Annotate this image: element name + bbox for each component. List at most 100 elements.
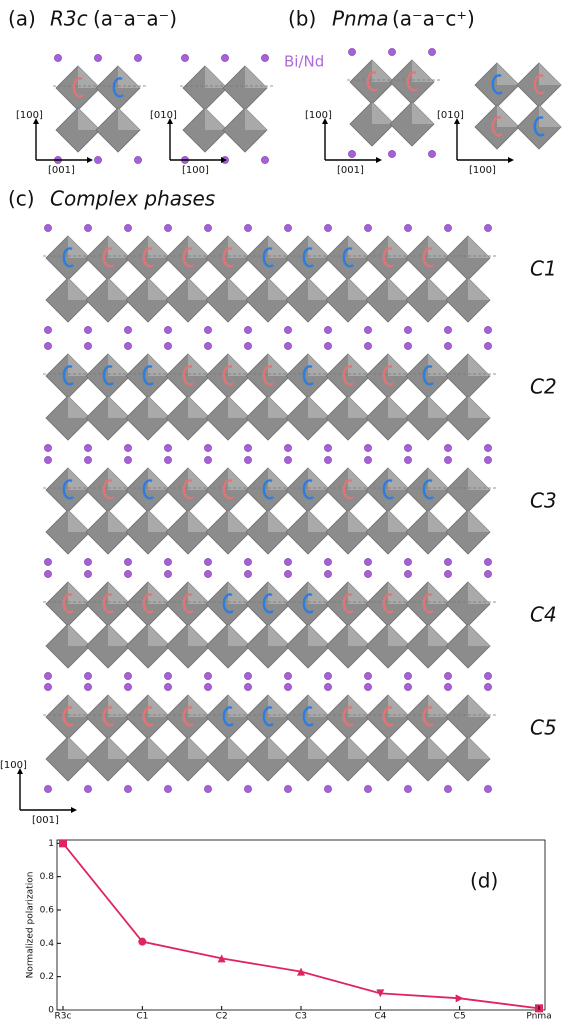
atom xyxy=(364,558,372,566)
rotation-arrow xyxy=(142,365,154,386)
arrow-head xyxy=(33,118,93,163)
space-group: Pnma xyxy=(332,7,388,31)
axis-label: [001] xyxy=(32,815,59,826)
rotation-arrow xyxy=(382,247,394,268)
atom xyxy=(484,672,492,680)
octahedron-face xyxy=(428,624,450,646)
rotation-arrow xyxy=(302,247,314,268)
rotation-arrow xyxy=(222,365,234,386)
rotation-arrow xyxy=(382,593,394,614)
octahedron-face xyxy=(348,236,370,258)
rotation-arrow xyxy=(182,247,194,268)
atom xyxy=(404,326,412,334)
atom xyxy=(444,326,452,334)
atom xyxy=(124,456,132,464)
atom xyxy=(54,54,62,62)
atom xyxy=(348,48,356,56)
atom xyxy=(84,785,92,793)
octahedron-face xyxy=(268,396,290,418)
rotation-arrow xyxy=(182,706,194,727)
atom xyxy=(444,558,452,566)
octahedron-face xyxy=(108,278,130,300)
space-group: R3c xyxy=(50,7,88,31)
octahedron-face xyxy=(348,624,370,646)
atom xyxy=(324,558,332,566)
atom xyxy=(84,558,92,566)
marker xyxy=(297,967,305,976)
octahedron-face xyxy=(268,624,290,646)
atom xyxy=(404,672,412,680)
atom xyxy=(364,672,372,680)
atom xyxy=(404,456,412,464)
rotation-arrow xyxy=(62,479,74,500)
octahedron-face xyxy=(372,60,394,82)
atom xyxy=(324,326,332,334)
octahedron-face xyxy=(68,236,90,258)
atom xyxy=(444,444,452,452)
atom xyxy=(204,558,212,566)
octahedron-face xyxy=(268,510,290,532)
atom xyxy=(44,672,52,680)
atom xyxy=(364,683,372,691)
atom xyxy=(364,342,372,350)
octahedron-face xyxy=(148,468,170,490)
atom xyxy=(364,785,372,793)
atom xyxy=(364,326,372,334)
octahedron-face xyxy=(308,737,330,759)
octahedron-face xyxy=(468,236,490,258)
octahedron-face xyxy=(268,236,290,258)
octahedron-face xyxy=(388,236,410,258)
atom xyxy=(134,54,142,62)
atom xyxy=(164,456,172,464)
atom xyxy=(164,444,172,452)
y-tick-label: 0.2 xyxy=(40,972,54,982)
octahedron-face xyxy=(108,737,130,759)
atom xyxy=(204,456,212,464)
rotation-arrow xyxy=(382,365,394,386)
octahedron-face xyxy=(348,737,370,759)
octahedron-face xyxy=(68,582,90,604)
atom xyxy=(84,672,92,680)
atom xyxy=(364,456,372,464)
axis-label: [001] xyxy=(337,165,364,176)
atom xyxy=(204,444,212,452)
atom xyxy=(44,444,52,452)
marker xyxy=(217,954,226,963)
atom xyxy=(244,342,252,350)
atom xyxy=(404,224,412,232)
atom xyxy=(84,683,92,691)
arrow-head xyxy=(167,118,227,163)
octahedron-face xyxy=(428,737,450,759)
octahedron-face xyxy=(428,396,450,418)
octahedron-face xyxy=(78,66,100,88)
octahedron-face xyxy=(468,396,490,418)
atom xyxy=(164,570,172,578)
atom xyxy=(44,326,52,334)
atom xyxy=(324,224,332,232)
octahedron-face xyxy=(188,737,210,759)
rotation-arrow xyxy=(366,71,378,92)
structures: [100] [001] [010] [100] [100] [001] [010] [100]… xyxy=(0,48,562,826)
octahedron-face xyxy=(148,582,170,604)
atom xyxy=(444,570,452,578)
octahedron-face xyxy=(228,737,250,759)
octahedron-face xyxy=(412,102,434,124)
atom xyxy=(324,444,332,452)
atom xyxy=(404,558,412,566)
y-tick-label: 0 xyxy=(48,1006,54,1016)
octahedron-face xyxy=(228,695,250,717)
octahedron-face xyxy=(148,278,170,300)
octahedron-face xyxy=(372,102,394,124)
octahedron-face xyxy=(308,354,330,376)
chart: 0 0.2 0.4 0.6 0.8 1 Normalized polarization (d)… xyxy=(26,839,552,1022)
rotation-arrow xyxy=(222,479,234,500)
atom xyxy=(124,558,132,566)
octahedron-face xyxy=(188,396,210,418)
rotation-arrow xyxy=(262,479,274,500)
atom xyxy=(44,342,52,350)
atom xyxy=(484,558,492,566)
octahedron-face xyxy=(148,354,170,376)
rotation-arrow xyxy=(62,593,74,614)
octahedron-face xyxy=(468,737,490,759)
panel-title: Complex phases xyxy=(50,187,215,211)
